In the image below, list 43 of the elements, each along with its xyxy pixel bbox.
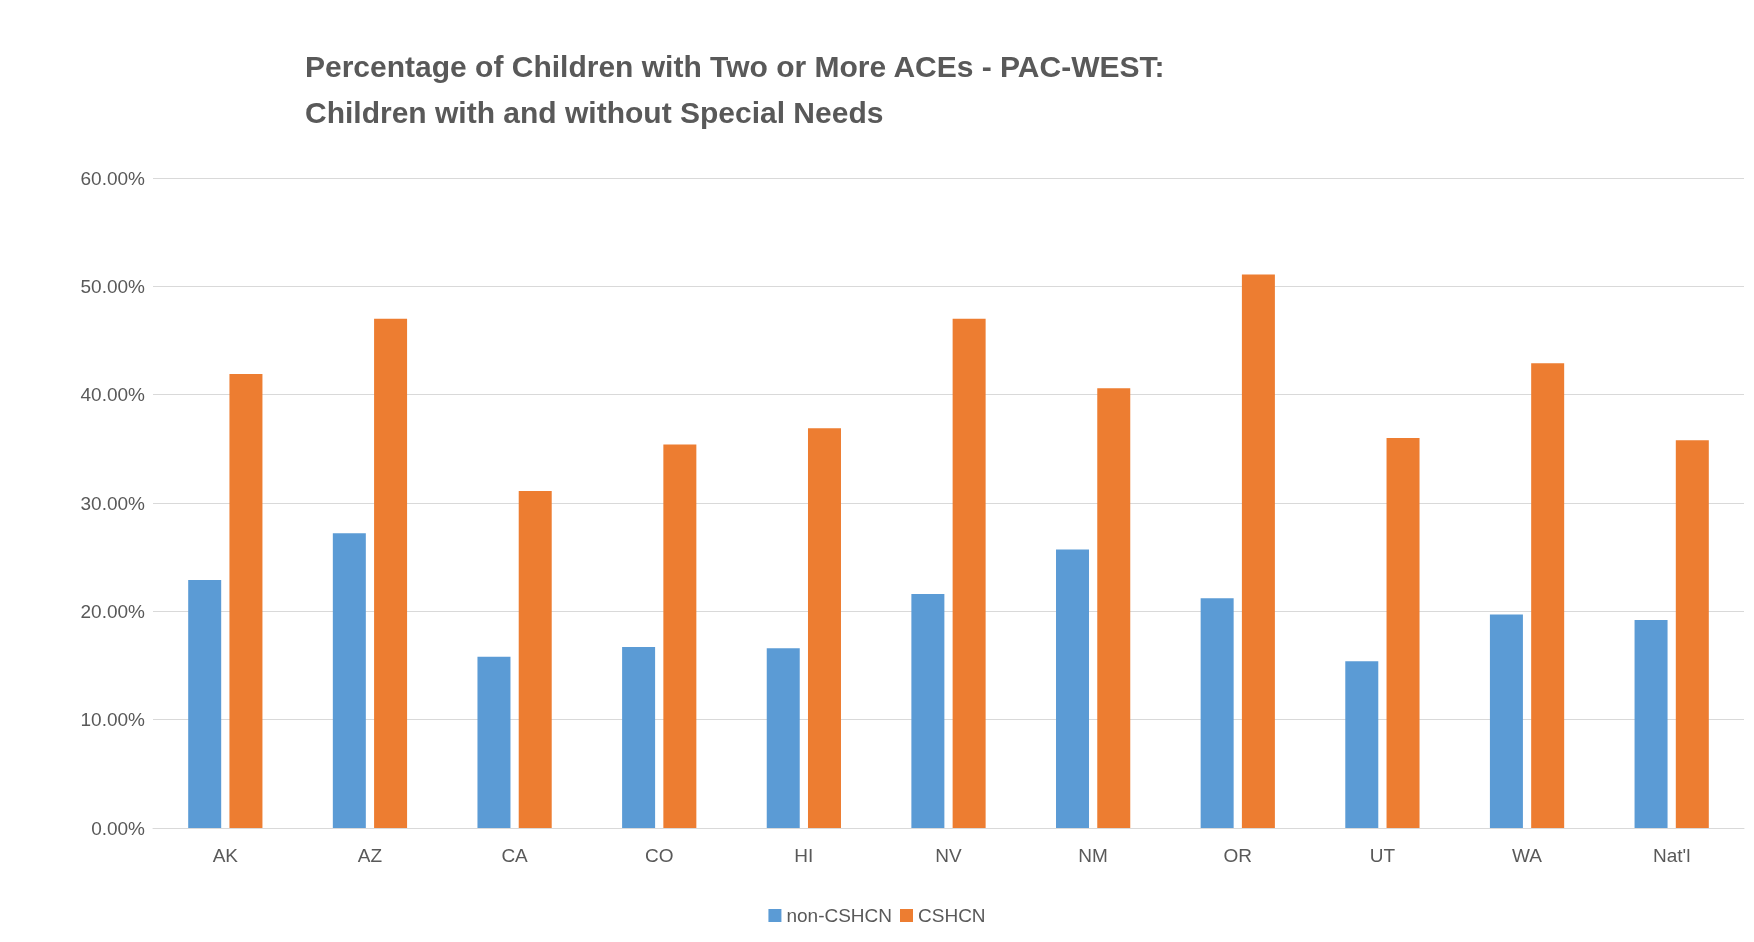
bar <box>663 444 697 828</box>
bar <box>1386 438 1420 828</box>
x-tick-label: Nat'l <box>1652 845 1691 866</box>
bar <box>1200 598 1234 828</box>
bar <box>911 594 945 828</box>
bar <box>477 656 511 828</box>
bar <box>1241 274 1275 828</box>
bar <box>1097 388 1131 828</box>
legend-label: non-CSHCN <box>786 905 893 926</box>
y-tick-label: 10.00% <box>80 709 146 731</box>
legend-label: CSHCN <box>918 905 986 926</box>
x-tick-label: HI <box>794 845 814 866</box>
bar <box>1345 661 1379 828</box>
x-tick-label: NV <box>935 845 963 866</box>
y-tick-label: 40.00% <box>80 384 146 406</box>
y-tick-label: 0.00% <box>91 817 146 839</box>
x-tick-label: UT <box>1369 845 1396 866</box>
x-tick-label: CA <box>501 845 529 866</box>
bar <box>1056 549 1090 828</box>
bar <box>622 647 656 828</box>
x-tick-label: AZ <box>357 845 383 866</box>
bar <box>952 318 986 828</box>
y-tick-label: 50.00% <box>80 275 146 297</box>
bar <box>1675 440 1709 828</box>
y-tick-label: 20.00% <box>80 600 146 622</box>
bar <box>518 491 552 828</box>
x-tick-label: NM <box>1078 845 1108 866</box>
bar <box>332 533 366 828</box>
bar <box>1531 363 1565 828</box>
bar <box>188 579 222 828</box>
x-tick-label: WA <box>1512 845 1543 866</box>
bar <box>229 374 263 828</box>
x-tick-label: OR <box>1223 845 1253 866</box>
bar <box>374 318 408 828</box>
y-tick-label: 30.00% <box>80 492 146 514</box>
y-tick-label: 60.00% <box>80 167 146 189</box>
x-tick-label: AK <box>212 845 239 866</box>
bar <box>766 648 800 828</box>
chart-title: Percentage of Children with Two or More ACEs - PAC-WEST: Children with and without Special Needs <box>305 49 1165 129</box>
bar <box>1634 620 1668 828</box>
bar <box>807 428 841 828</box>
x-tick-label: CO <box>644 845 674 866</box>
bar <box>1489 614 1523 828</box>
